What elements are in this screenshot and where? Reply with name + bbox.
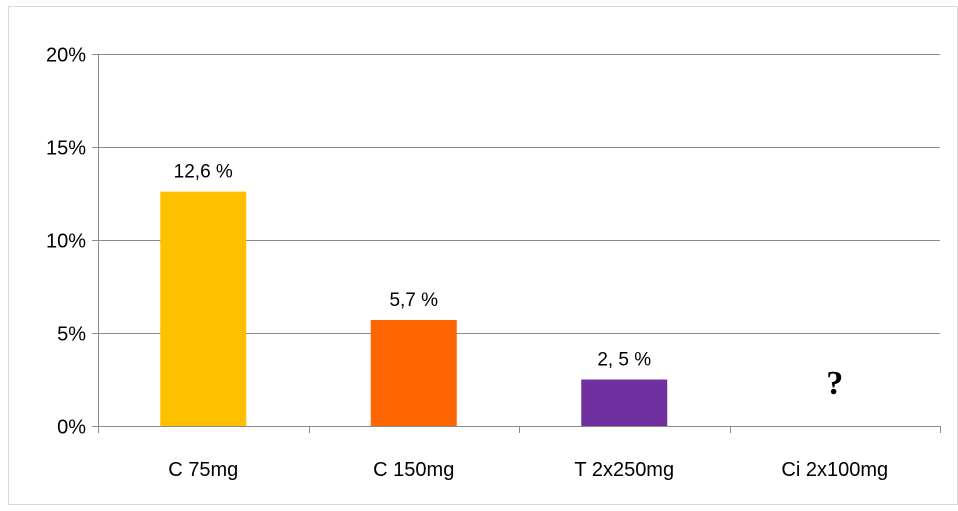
axes [92, 54, 941, 433]
y-tick-label: 0% [57, 417, 86, 439]
data-labels: 12,6 % 5,7 % 2, 5 %? [174, 162, 844, 402]
chart-border [8, 6, 958, 505]
bar [160, 191, 247, 426]
bar [370, 319, 457, 426]
y-tick-label: 10% [46, 231, 86, 253]
unknown-value-label: ? [826, 365, 843, 402]
x-tick-labels: C 75mg C 150mg T 2x250mg Ci 2x100mg [168, 459, 888, 481]
x-tick-label: T 2x250mg [574, 459, 674, 481]
x-tick-label: C 150mg [373, 459, 454, 481]
bars [160, 191, 668, 426]
x-tick-label: C 75mg [168, 459, 238, 481]
data-label: 2, 5 % [597, 350, 651, 371]
y-tick-label: 5% [57, 324, 86, 346]
x-tick-label: Ci 2x100mg [781, 459, 888, 481]
y-tick-label: 15% [46, 138, 86, 160]
data-label: 5,7 % [389, 290, 438, 311]
y-tick-label: 20% [46, 45, 86, 67]
bar [581, 379, 668, 426]
y-tick-labels: 0% 5% 10% 15% 20% [46, 45, 86, 439]
data-label: 12,6 % [174, 162, 233, 183]
